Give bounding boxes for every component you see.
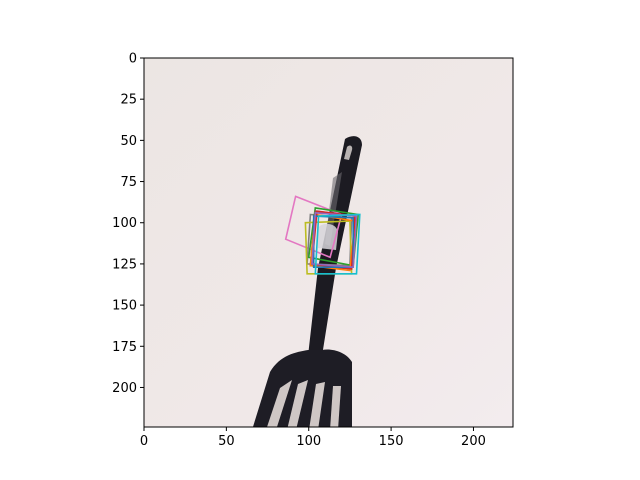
y-tick-label: 100 (112, 216, 137, 231)
y-tick-label: 0 (129, 52, 137, 67)
slot-3 (309, 382, 325, 427)
slot-1 (267, 380, 292, 427)
slot-4 (330, 386, 341, 427)
x-tick-label: 100 (296, 434, 321, 449)
bounding-box-10 (314, 213, 361, 275)
x-tick-label: 0 (140, 434, 148, 449)
bounding-boxes (284, 195, 361, 275)
y-tick-label: 25 (120, 93, 137, 108)
spatula (252, 136, 362, 427)
axes-frame (143, 57, 514, 428)
spatula-hole (344, 145, 353, 160)
y-tick-label: 75 (120, 175, 137, 190)
bounding-box-6 (309, 213, 356, 272)
x-tick-label: 50 (218, 434, 235, 449)
y-tick-label: 125 (112, 257, 137, 272)
y-axis: 0 25 50 75 100 125 150 175 200 (112, 52, 144, 396)
y-tick-label: 175 (112, 340, 137, 355)
slot-2 (287, 380, 308, 427)
x-axis: 0 50 100 150 200 (140, 427, 486, 449)
bounding-box-1 (284, 195, 343, 259)
handle-reflection (318, 223, 338, 250)
x-tick-label: 200 (461, 434, 486, 449)
y-tick-label: 150 (112, 299, 137, 314)
x-tick-label: 150 (379, 434, 404, 449)
image-area (144, 58, 513, 427)
y-tick-label: 50 (120, 134, 137, 149)
y-tick-label: 200 (112, 381, 137, 396)
